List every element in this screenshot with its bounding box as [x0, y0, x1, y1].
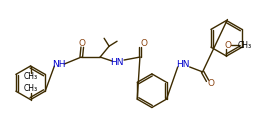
- Text: O: O: [78, 39, 85, 48]
- Text: O: O: [224, 41, 231, 50]
- Text: O: O: [140, 39, 147, 48]
- Text: HN: HN: [175, 60, 189, 69]
- Text: CH₃: CH₃: [236, 41, 250, 50]
- Text: CH₃: CH₃: [23, 72, 37, 81]
- Text: HN: HN: [110, 58, 123, 67]
- Text: CH₃: CH₃: [23, 84, 37, 93]
- Text: O: O: [206, 79, 213, 88]
- Text: NH: NH: [51, 60, 65, 69]
